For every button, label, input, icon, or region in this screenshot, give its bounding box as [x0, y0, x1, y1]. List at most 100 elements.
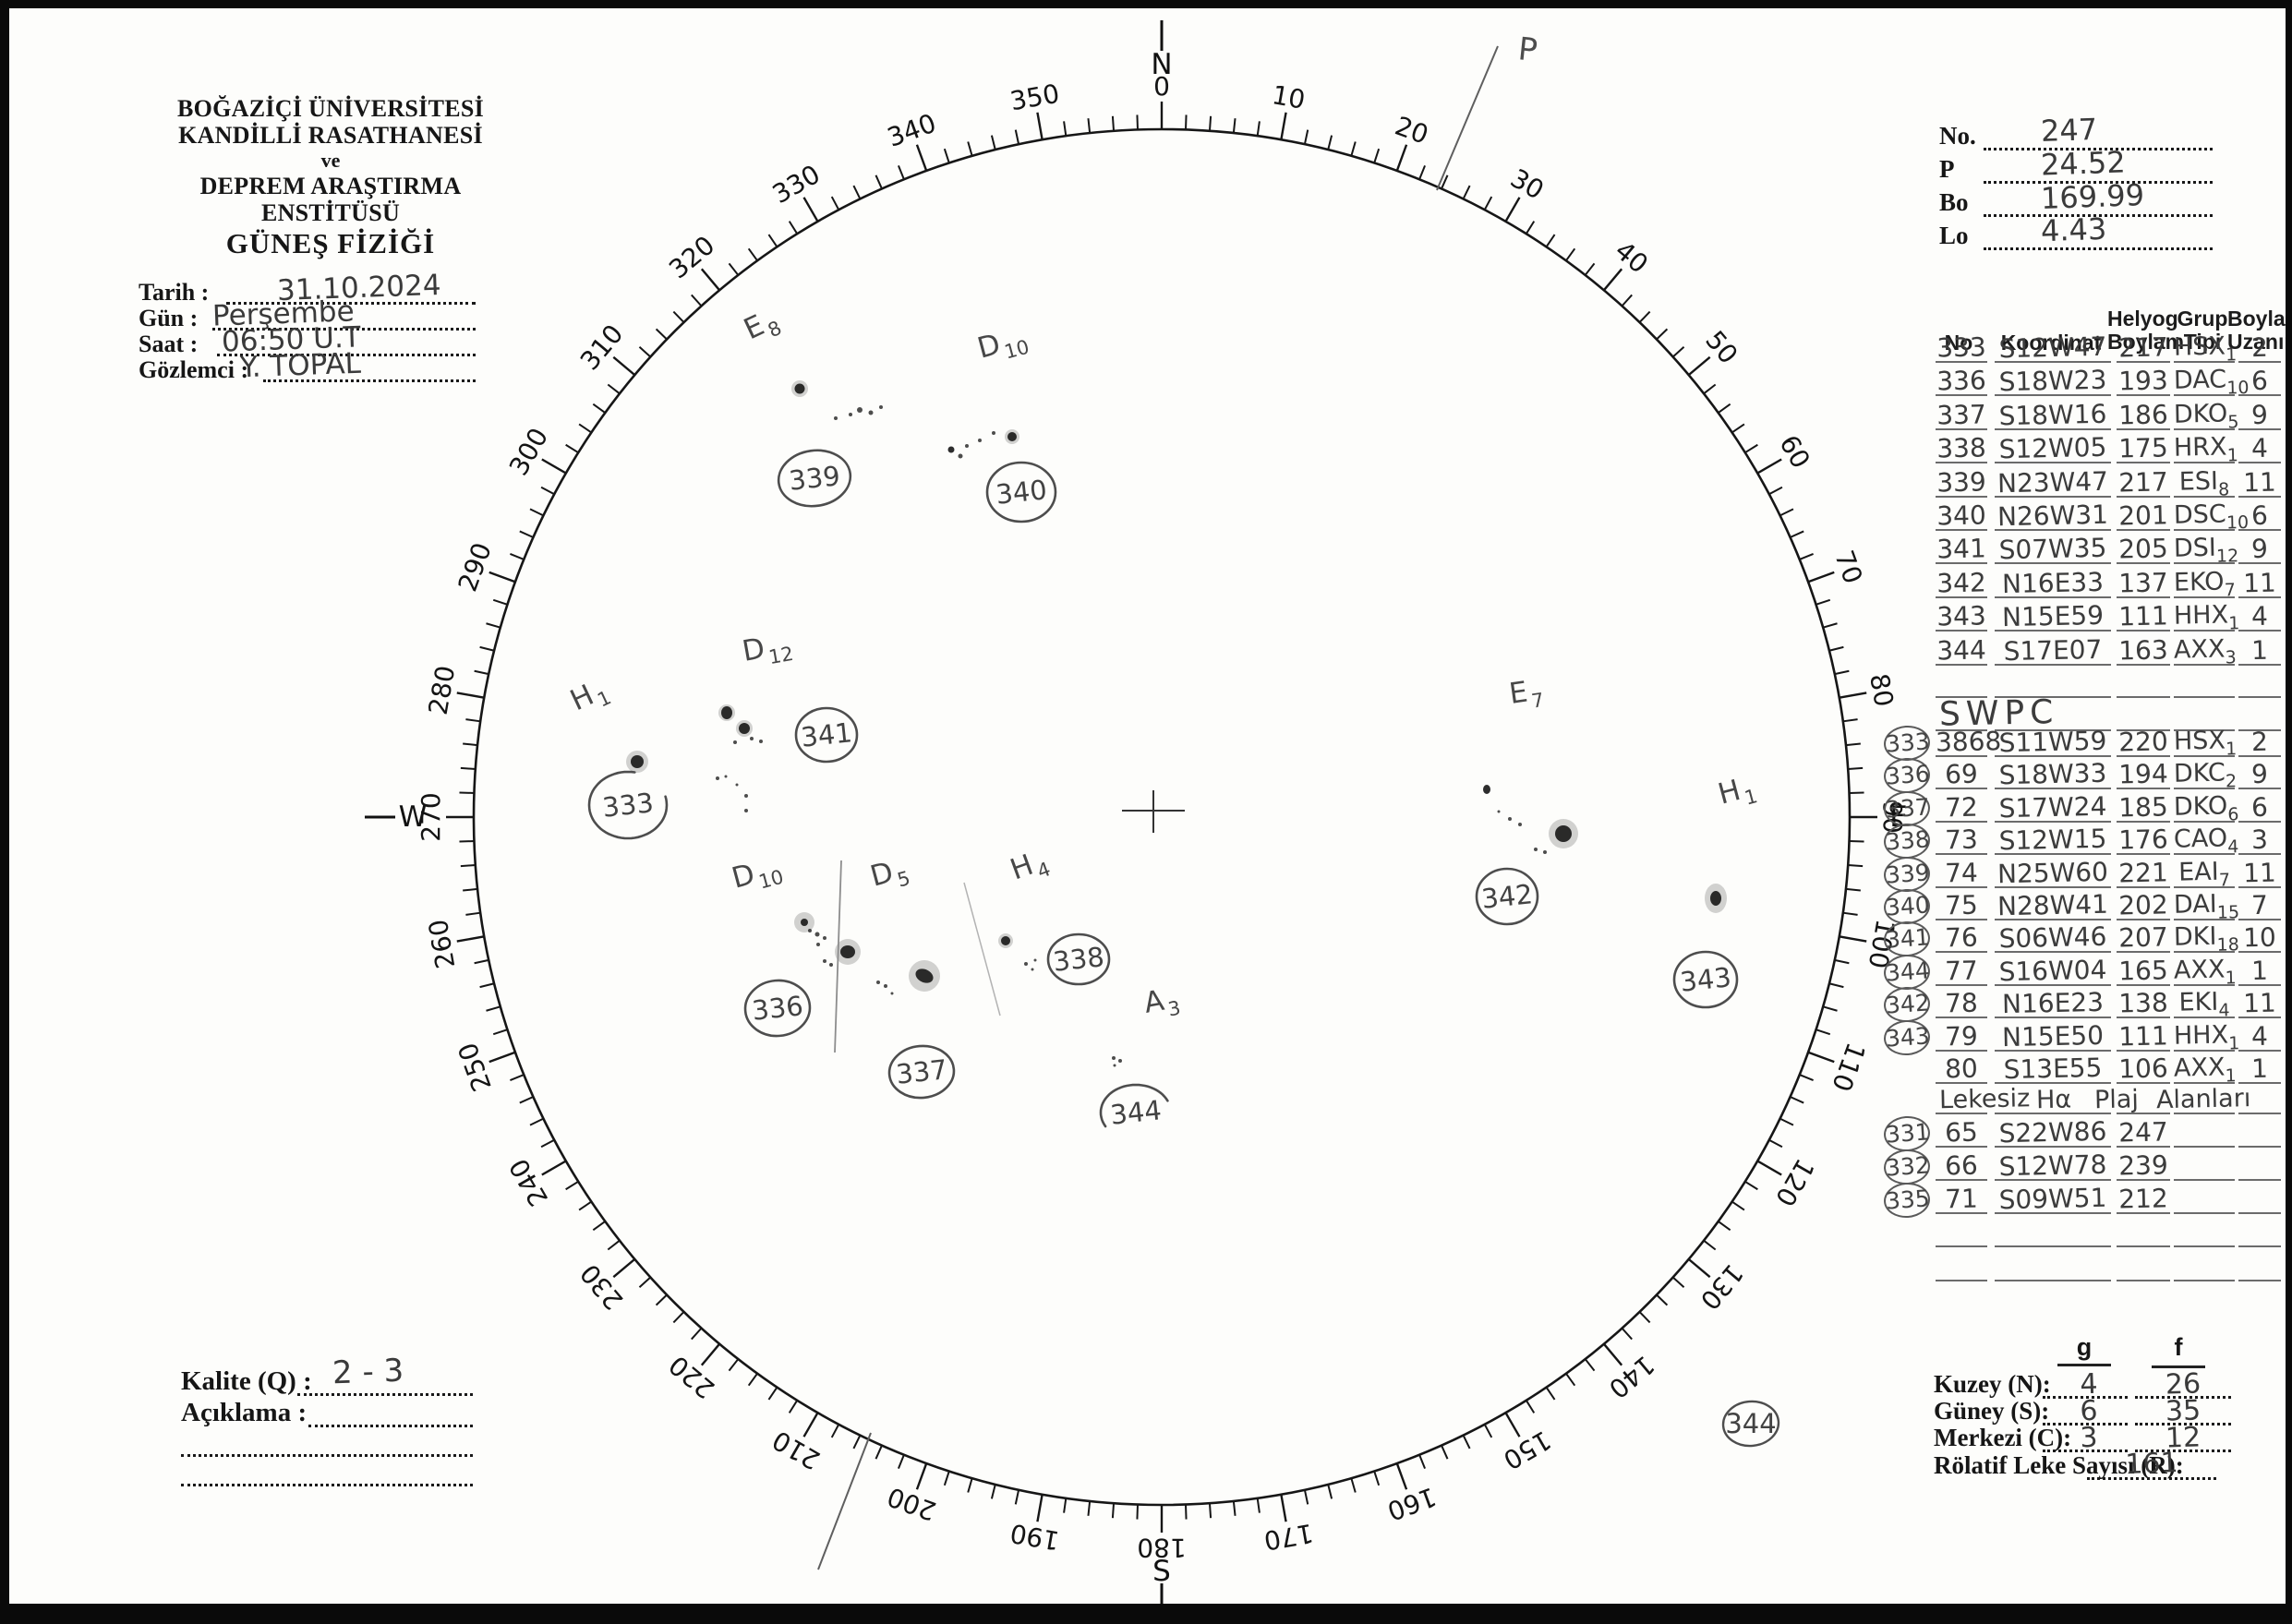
minor-tick: [1849, 791, 1864, 794]
spot-speck: [1112, 1056, 1116, 1060]
minor-tick: [1845, 887, 1861, 892]
row-underline: [1995, 394, 2111, 396]
row-underline: [2174, 562, 2235, 564]
field-row: Gözlemci : Y. TOPAL: [139, 347, 476, 385]
cell-koordinat: S16W04: [1998, 954, 2107, 988]
cell-helyog-boylam: 217: [2117, 466, 2169, 499]
cell-no: 66: [1944, 1149, 1979, 1182]
row-underline: [1995, 1212, 2111, 1214]
cell-helyog-boylam: 212: [2117, 1183, 2169, 1215]
row-underline: [2117, 984, 2170, 986]
dotted-line: [212, 328, 476, 331]
cell-no: 344: [1936, 634, 1987, 667]
minor-tick: [540, 486, 555, 496]
cell-koordinat: S12W15: [1998, 823, 2107, 857]
ephemeris-row: Lo 4.43: [1939, 211, 2244, 253]
minor-tick: [1848, 863, 1864, 868]
row-underline: [1995, 1082, 2111, 1084]
row-underline: [2117, 821, 2170, 823]
group-type-label: D10: [974, 320, 1031, 369]
row-underline: [1936, 496, 1987, 498]
minor-tick: [1418, 165, 1427, 180]
row-underline: [1936, 664, 1987, 666]
minor-tick: [1834, 669, 1850, 676]
cell-boylam-uzanim: 4: [2250, 432, 2269, 464]
cell-no: 342: [1936, 567, 1987, 599]
degree-label: 200: [884, 1481, 941, 1526]
relative-number-value: 161: [2124, 1447, 2179, 1481]
minor-tick: [1842, 911, 1858, 916]
cell-helyog-boylam: 106: [2117, 1053, 2169, 1085]
group-type-label: D5: [867, 852, 912, 898]
row-underline: [1995, 529, 2111, 531]
minor-tick: [852, 185, 862, 199]
cell-koordinat: N23W47: [1996, 465, 2109, 499]
cell-boylam-uzanim: 1: [2250, 1053, 2269, 1085]
row-underline: [2174, 951, 2235, 953]
umbra: [840, 945, 855, 958]
minor-tick: [1208, 1503, 1212, 1519]
cell-no: 338: [1936, 432, 1987, 464]
minor-tick: [1525, 221, 1536, 235]
cell-no: 73: [1944, 824, 1979, 856]
sunspot-group-336: 336 D10: [729, 858, 861, 1038]
minor-tick: [1584, 1358, 1596, 1372]
minor-tick: [1828, 982, 1844, 989]
minor-tick: [1849, 840, 1864, 843]
minor-tick: [1638, 310, 1651, 323]
g-column-rule: [2057, 1364, 2111, 1366]
dotted-line: [2043, 1396, 2128, 1399]
ephemeris-label: No.: [1939, 122, 1976, 150]
minor-tick: [1845, 742, 1861, 747]
row-underline: [2117, 1082, 2170, 1084]
row-underline: [1936, 1113, 1987, 1114]
major-tick: [700, 268, 721, 292]
degree-label: 350: [1007, 78, 1061, 117]
cell-boylam-uzanim: 11: [2242, 567, 2277, 599]
row-underline: [2238, 361, 2281, 363]
minor-tick: [1768, 1138, 1783, 1149]
minor-tick: [638, 346, 652, 358]
row-underline: [2174, 462, 2235, 463]
row-underline: [1995, 984, 2111, 986]
degree-label: 50: [1699, 325, 1743, 370]
cell-helyog-boylam: 111: [2117, 600, 2169, 632]
spot-speck: [1518, 823, 1522, 826]
group-number: 342: [1480, 878, 1535, 915]
minor-tick: [529, 1117, 544, 1126]
minor-tick: [1185, 114, 1188, 130]
cell-koordinat: N16E33: [2001, 566, 2105, 600]
spot-speck: [733, 740, 737, 744]
cell-no: 337: [1936, 399, 1987, 431]
cell-no: 74: [1944, 857, 1979, 889]
minor-tick: [1790, 1096, 1804, 1104]
row-underline: [2238, 951, 2281, 953]
cell-grup-tipi: DKI18: [2173, 921, 2240, 956]
degree-label: 70: [1828, 547, 1868, 588]
cell-boylam-uzanim: 10: [2242, 921, 2277, 954]
spot-speck: [1534, 848, 1538, 851]
group-number-circle: [1672, 950, 1739, 1009]
cell-boylam-uzanim: 4: [2250, 1020, 2269, 1053]
degree-label: 280: [423, 663, 462, 716]
cell-no: 69: [1944, 758, 1979, 790]
scan-border-left: [0, 0, 9, 1624]
spot-speck: [1118, 1059, 1122, 1063]
minor-tick: [1799, 552, 1814, 560]
minor-tick: [747, 1373, 758, 1387]
major-tick: [1839, 692, 1867, 699]
group-type-label: E7: [1507, 673, 1545, 716]
cell-no: 78: [1944, 987, 1979, 1019]
umbra: [1555, 825, 1572, 842]
group-number-circle: [1099, 1083, 1169, 1128]
minor-tick: [1327, 1484, 1333, 1499]
minor-tick: [463, 742, 478, 747]
row-underline: [1936, 1146, 1987, 1148]
minor-tick: [875, 1445, 883, 1460]
minor-tick: [691, 294, 703, 307]
cell-helyog-boylam: 217: [2117, 331, 2169, 364]
major-tick: [1602, 1342, 1623, 1366]
institution-line: BOĞAZİÇİ ÜNİVERSİTESİ: [176, 95, 485, 122]
minor-tick: [1483, 1424, 1493, 1438]
